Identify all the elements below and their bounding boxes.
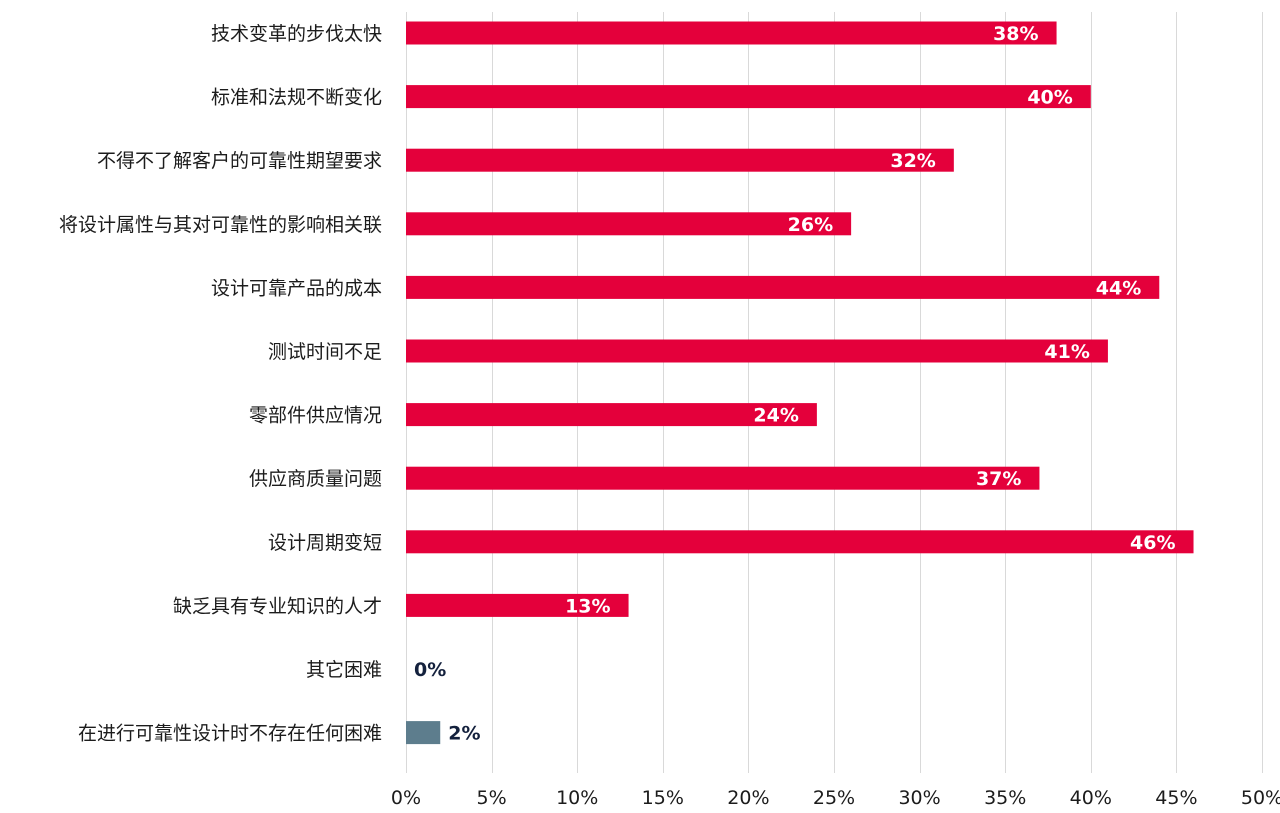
value-labels: 38% 40% 32% 26% 44% 41% 24% 37% 46% 13% 0% 2% [414, 23, 1176, 745]
x-tick-label: 0% [391, 787, 421, 809]
data-label: 37% [976, 468, 1021, 490]
bar [406, 403, 817, 427]
bar [406, 339, 1108, 363]
category-labels: 技术变革的步伐太快标准和法规不断变化不得不了解客户的可靠性期望要求将设计属性与其… [59, 23, 382, 745]
x-tick-label: 5% [477, 787, 507, 809]
category-label: 将设计属性与其对可靠性的影响相关联 [59, 214, 382, 236]
x-tick-label: 40% [1070, 787, 1112, 809]
x-tick-label: 25% [813, 787, 855, 809]
data-label: 0% [414, 659, 446, 681]
bar [406, 275, 1160, 299]
data-label: 26% [788, 214, 833, 236]
category-label: 设计可靠产品的成本 [211, 277, 382, 299]
data-label: 24% [753, 405, 798, 427]
category-label: 其它困难 [306, 659, 382, 681]
category-label: 技术变革的步伐太快 [211, 23, 382, 45]
bar [406, 721, 441, 745]
x-tick-label: 10% [556, 787, 598, 809]
x-tick-label: 45% [1155, 787, 1197, 809]
x-tick-label: 50% [1241, 787, 1280, 809]
x-tick-label: 15% [642, 787, 684, 809]
category-label: 标准和法规不断变化 [211, 87, 382, 109]
data-label: 2% [448, 723, 480, 745]
category-label: 缺乏具有专业知识的人才 [173, 595, 382, 617]
bar [406, 85, 1091, 109]
bar [406, 148, 954, 172]
x-axis-tick-labels: 0% 5% 10% 15% 20% 25% 30% 35% 40% 45% 50% [391, 787, 1280, 809]
category-label: 零部件供应情况 [249, 405, 382, 427]
x-tick-label: 30% [898, 787, 940, 809]
data-label: 41% [1044, 341, 1089, 363]
x-tick-label: 35% [984, 787, 1026, 809]
category-label: 在进行可靠性设计时不存在任何困难 [78, 723, 382, 745]
grid-lines [406, 12, 1263, 773]
category-label: 设计周期变短 [268, 532, 382, 554]
data-label: 32% [890, 150, 935, 172]
data-label: 40% [1027, 87, 1072, 109]
bar [406, 466, 1040, 490]
data-label: 13% [565, 595, 610, 617]
data-label: 38% [993, 23, 1038, 45]
bars-group [406, 21, 1194, 745]
data-label: 46% [1130, 532, 1175, 554]
bar [406, 212, 852, 236]
bar [406, 593, 629, 617]
x-tick-label: 20% [727, 787, 769, 809]
bar [406, 21, 1057, 45]
data-label: 44% [1096, 277, 1141, 299]
category-label: 测试时间不足 [268, 341, 382, 363]
category-label: 供应商质量问题 [249, 468, 382, 490]
bar [406, 530, 1194, 554]
category-label: 不得不了解客户的可靠性期望要求 [97, 150, 382, 172]
